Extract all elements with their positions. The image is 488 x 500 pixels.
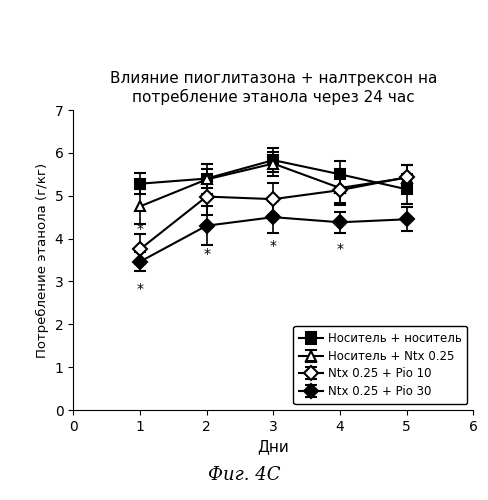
Text: *: *	[336, 242, 344, 256]
Legend: Носитель + носитель, Носитель + Ntx 0.25, Ntx 0.25 + Pio 10, Ntx 0.25 + Pio 30: Носитель + носитель, Носитель + Ntx 0.25…	[293, 326, 468, 404]
X-axis label: Дни: Дни	[257, 440, 289, 454]
Text: Фиг. 4C: Фиг. 4C	[208, 466, 280, 484]
Text: *: *	[270, 240, 277, 254]
Text: *: *	[136, 282, 143, 296]
Text: *: *	[203, 246, 210, 260]
Y-axis label: Потребление этанола (г/кг): Потребление этанола (г/кг)	[36, 162, 49, 358]
Title: Влияние пиоглитазона + налтрексон на
потребление этанола через 24 час: Влияние пиоглитазона + налтрексон на пот…	[110, 71, 437, 104]
Text: *: *	[136, 222, 143, 236]
